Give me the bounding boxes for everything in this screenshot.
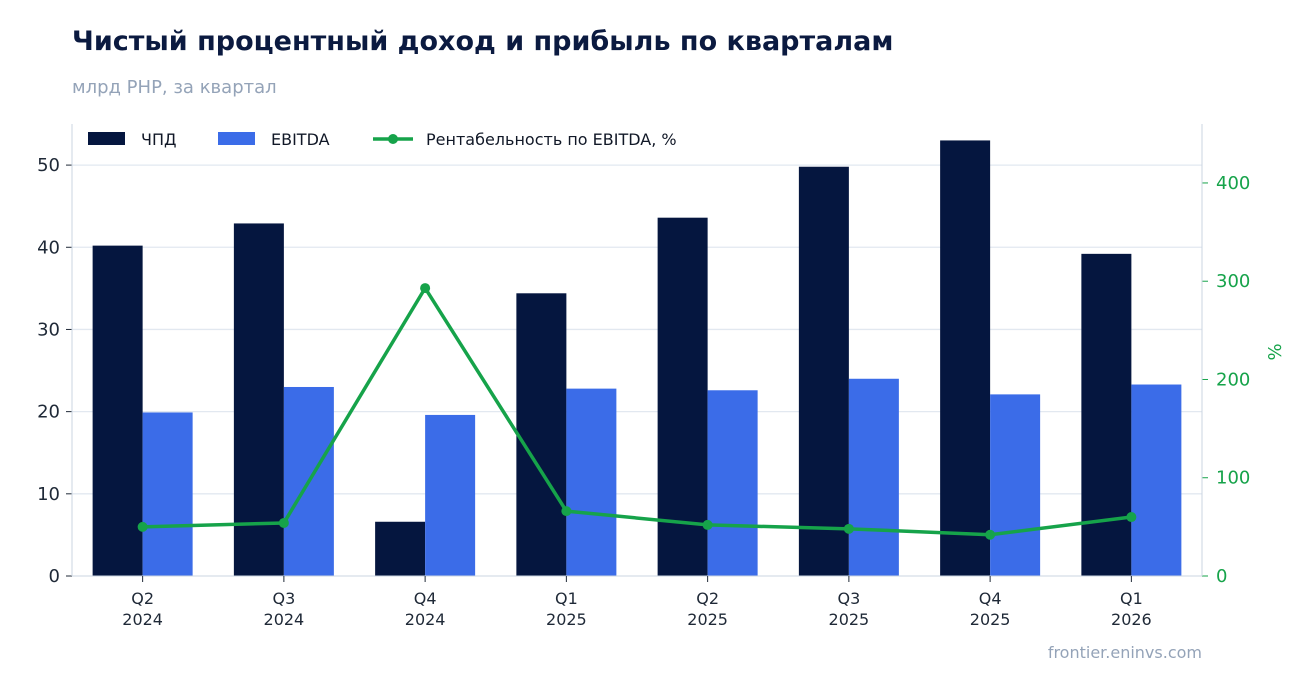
margin-line-path — [142, 286, 1132, 537]
bar-ebitda — [1131, 384, 1182, 576]
y-right-tick-label: 100 — [1216, 468, 1250, 489]
bar-ebitda — [566, 388, 617, 576]
legend-swatch-ebitda — [218, 132, 255, 145]
chart-subtitle: млрд РНР, за квартал — [72, 77, 277, 98]
bar-ebitda — [425, 414, 476, 576]
x-tick-label-quarter: Q3 — [837, 589, 860, 608]
y-right-tick-label: 300 — [1216, 271, 1250, 292]
x-tick-label-quarter: Q1 — [555, 589, 578, 608]
x-tick-label-year: 2025 — [687, 610, 728, 629]
bar-npd — [940, 140, 991, 576]
x-tick-label-year: 2024 — [122, 610, 163, 629]
legend-label-margin: Рентабельность по EBITDA, % — [426, 130, 677, 149]
margin-point — [702, 519, 713, 530]
x-tick-label-quarter: Q2 — [131, 589, 154, 608]
axes: 0 10 20 30 40 50 0 100 200 300 400% Q2 2024 Q3 2024 Q4 2… — [37, 124, 1286, 629]
margin-point — [561, 506, 572, 517]
bar-ebitda — [990, 394, 1041, 576]
y-left-tick-label: 20 — [37, 402, 60, 423]
y-left-tick-label: 40 — [37, 237, 60, 258]
bar-npd — [516, 293, 567, 576]
x-tick-label-quarter: Q4 — [979, 589, 1002, 608]
legend: ЧПД EBITDA Рентабельность по EBITDA, % — [88, 130, 677, 149]
bar-npd — [657, 217, 708, 577]
bar-npd — [375, 521, 426, 576]
legend-label-npd: ЧПД — [141, 130, 177, 149]
margin-point — [843, 523, 854, 534]
y-right-tick-label: 400 — [1216, 173, 1250, 194]
margin-point — [137, 521, 148, 532]
y-right-tick-label: 0 — [1216, 566, 1227, 587]
margin-point — [420, 283, 431, 294]
bar-npd — [233, 223, 284, 576]
bars — [92, 140, 1182, 577]
chart-title: Чистый процентный доход и прибыль по ква… — [72, 26, 894, 57]
y-right-tick-label: 200 — [1216, 369, 1250, 390]
x-tick-label-year: 2025 — [970, 610, 1011, 629]
margin-point — [1126, 512, 1137, 523]
margin-point — [985, 529, 996, 540]
x-tick-label-quarter: Q3 — [272, 589, 295, 608]
margin-line — [137, 283, 1137, 540]
bar-npd — [92, 245, 143, 576]
bar-npd — [798, 166, 849, 576]
x-tick-label-year: 2024 — [405, 610, 446, 629]
legend-label-ebitda: EBITDA — [271, 130, 330, 149]
x-tick-label-quarter: Q2 — [696, 589, 719, 608]
bar-npd — [1081, 253, 1132, 576]
x-tick-label-quarter: Q4 — [414, 589, 437, 608]
bar-ebitda — [142, 412, 193, 576]
y-left-tick-label: 0 — [49, 566, 60, 587]
y-right-axis-label: % — [1265, 343, 1286, 360]
legend-swatch-npd — [88, 132, 125, 145]
legend-swatch-margin-point — [388, 134, 398, 144]
bar-ebitda — [707, 390, 758, 576]
x-tick-label-year: 2025 — [546, 610, 587, 629]
bar-ebitda — [848, 378, 899, 576]
source-label: frontier.eninvs.com — [1047, 643, 1202, 662]
x-tick-label-year: 2025 — [829, 610, 870, 629]
y-left-tick-label: 10 — [37, 484, 60, 505]
x-tick-label-year: 2026 — [1111, 610, 1152, 629]
x-tick-label-quarter: Q1 — [1120, 589, 1143, 608]
y-left-tick-label: 30 — [37, 319, 60, 340]
x-tick-label-year: 2024 — [264, 610, 305, 629]
margin-point — [278, 517, 289, 528]
y-left-tick-label: 50 — [37, 155, 60, 176]
